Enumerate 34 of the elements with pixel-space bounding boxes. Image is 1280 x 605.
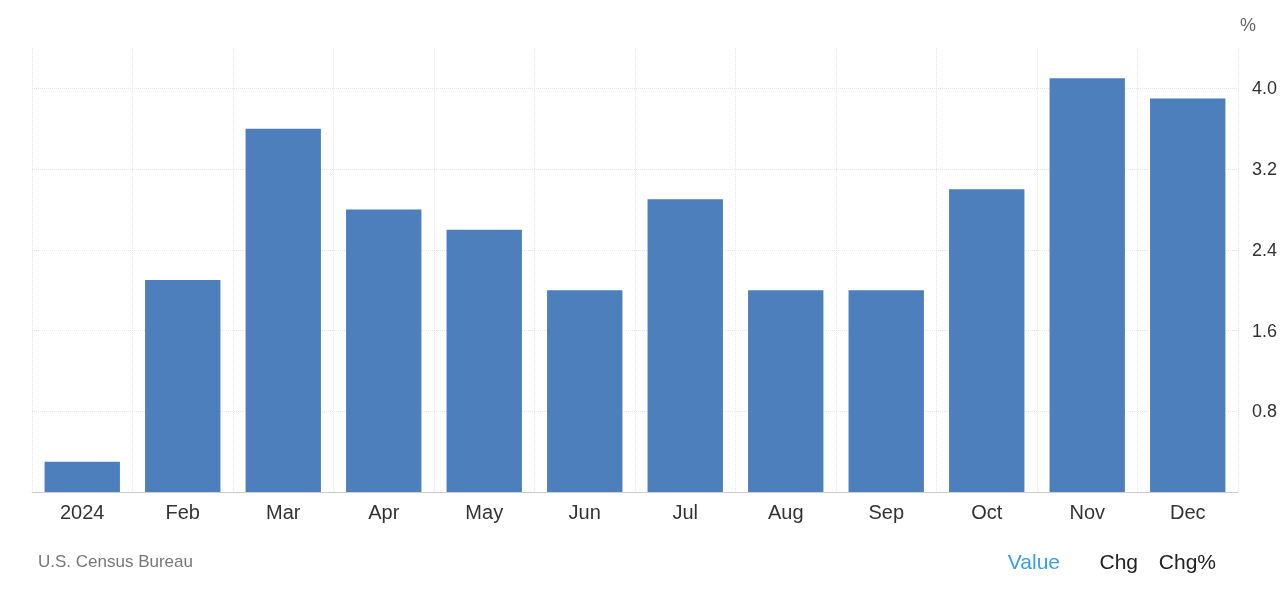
x-tick-label: Dec <box>1169 501 1206 523</box>
bar <box>748 290 824 492</box>
x-tick-label: Feb <box>165 501 200 523</box>
x-tick-label: Apr <box>368 501 400 523</box>
y-tick-label: 2.4 <box>1251 239 1278 260</box>
x-tick-label: Mar <box>266 501 301 523</box>
bar <box>245 128 321 492</box>
x-tick-label: Jun <box>568 501 601 523</box>
bar <box>1150 98 1226 492</box>
text: U.S. Census Bureau <box>38 552 193 571</box>
bar <box>848 290 924 492</box>
y-axis-title: % <box>1239 15 1256 35</box>
text: Chg <box>1099 550 1139 573</box>
x-tick-label: Aug <box>767 501 804 523</box>
x-tick-label: Nov <box>1069 501 1106 523</box>
bar <box>44 461 120 492</box>
x-tick-label: 2024 <box>60 501 105 523</box>
y-tick-label: 1.6 <box>1251 320 1278 341</box>
x-tick-label: May <box>465 501 504 523</box>
bar <box>949 189 1025 492</box>
y-tick-label: 0.8 <box>1251 401 1278 422</box>
text: Chg% <box>1158 550 1217 573</box>
bar <box>1049 78 1125 492</box>
bar <box>446 229 522 492</box>
y-tick-label: 3.2 <box>1251 159 1278 180</box>
x-tick-label: Oct <box>971 501 1003 523</box>
bar <box>145 280 221 492</box>
x-tick-label: Jul <box>672 501 699 523</box>
bar <box>647 199 723 492</box>
x-tick-label: Sep <box>868 501 905 523</box>
bar <box>346 209 422 492</box>
y-tick-label: 4.0 <box>1251 78 1278 99</box>
text: Value <box>1007 550 1060 573</box>
bar <box>547 290 623 492</box>
